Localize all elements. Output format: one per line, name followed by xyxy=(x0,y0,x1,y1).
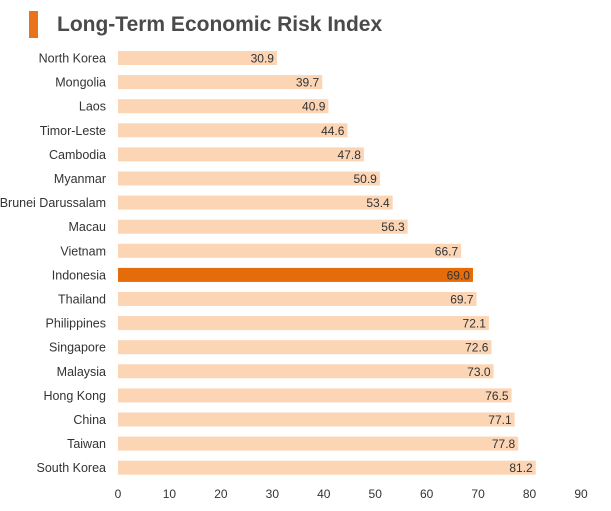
bar-macau xyxy=(118,219,408,234)
x-tick-70: 70 xyxy=(471,487,485,501)
value-label-malaysia: 73.0 xyxy=(467,365,491,379)
category-label-hong-kong: Hong Kong xyxy=(43,389,106,403)
x-tick-40: 40 xyxy=(317,487,331,501)
value-label-macau: 56.3 xyxy=(381,220,405,234)
value-label-singapore: 72.6 xyxy=(465,341,489,355)
bar-singapore xyxy=(118,340,492,355)
category-label-singapore: Singapore xyxy=(49,341,106,355)
x-tick-60: 60 xyxy=(420,487,434,501)
title-accent-bar xyxy=(29,11,38,38)
bar-mongolia xyxy=(118,75,323,90)
category-label-south-korea: South Korea xyxy=(37,461,107,475)
value-label-timor-leste: 44.6 xyxy=(321,124,345,138)
bar-indonesia xyxy=(118,267,473,282)
category-label-taiwan: Taiwan xyxy=(67,437,106,451)
value-label-thailand: 69.7 xyxy=(450,293,474,307)
bar-north-korea xyxy=(118,51,277,65)
bar-malaysia xyxy=(118,364,494,379)
value-label-taiwan: 77.8 xyxy=(492,437,516,451)
bar-china xyxy=(118,412,515,427)
value-label-indonesia: 69.0 xyxy=(447,268,471,282)
x-tick-20: 20 xyxy=(214,487,228,501)
x-tick-30: 30 xyxy=(266,487,280,501)
x-tick-50: 50 xyxy=(369,487,383,501)
category-label-philippines: Philippines xyxy=(46,317,106,331)
value-label-south-korea: 81.2 xyxy=(509,461,533,475)
value-label-cambodia: 47.8 xyxy=(338,148,362,162)
bar-laos xyxy=(118,99,329,114)
bar-south-korea xyxy=(118,460,536,475)
value-label-vietnam: 66.7 xyxy=(435,244,459,258)
value-label-north-korea: 30.9 xyxy=(251,52,275,66)
bar-taiwan xyxy=(118,436,519,451)
bar-timor-leste xyxy=(118,123,348,138)
bar-philippines xyxy=(118,316,489,331)
category-label-myanmar: Myanmar xyxy=(54,172,106,186)
bar-brunei-darussalam xyxy=(118,195,393,210)
category-label-thailand: Thailand xyxy=(58,293,106,307)
bar-cambodia xyxy=(118,147,364,162)
value-label-philippines: 72.1 xyxy=(463,317,487,331)
category-label-cambodia: Cambodia xyxy=(49,148,106,162)
chart-title: Long-Term Economic Risk Index xyxy=(57,13,383,36)
value-label-laos: 40.9 xyxy=(302,100,326,114)
category-label-indonesia: Indonesia xyxy=(52,268,106,282)
x-tick-90: 90 xyxy=(574,487,588,501)
x-tick-10: 10 xyxy=(163,487,177,501)
category-label-malaysia: Malaysia xyxy=(57,365,106,379)
bar-vietnam xyxy=(118,243,462,258)
category-label-macau: Macau xyxy=(68,220,106,234)
x-tick-0: 0 xyxy=(115,487,122,501)
bar-hong-kong xyxy=(118,388,512,403)
category-label-north-korea: North Korea xyxy=(39,52,106,66)
category-label-mongolia: Mongolia xyxy=(55,76,106,90)
category-label-china: China xyxy=(73,413,106,427)
value-label-myanmar: 50.9 xyxy=(353,172,377,186)
category-label-timor-leste: Timor-Leste xyxy=(40,124,106,138)
bar-thailand xyxy=(118,292,477,306)
bar-myanmar xyxy=(118,171,380,186)
category-label-vietnam: Vietnam xyxy=(60,244,106,258)
value-label-hong-kong: 76.5 xyxy=(485,389,509,403)
category-label-laos: Laos xyxy=(79,100,106,114)
value-label-china: 77.1 xyxy=(488,413,512,427)
value-label-mongolia: 39.7 xyxy=(296,76,320,90)
value-label-brunei-darussalam: 53.4 xyxy=(366,196,390,210)
x-tick-80: 80 xyxy=(523,487,537,501)
category-label-brunei-darussalam: Brunei Darussalam xyxy=(0,196,106,210)
